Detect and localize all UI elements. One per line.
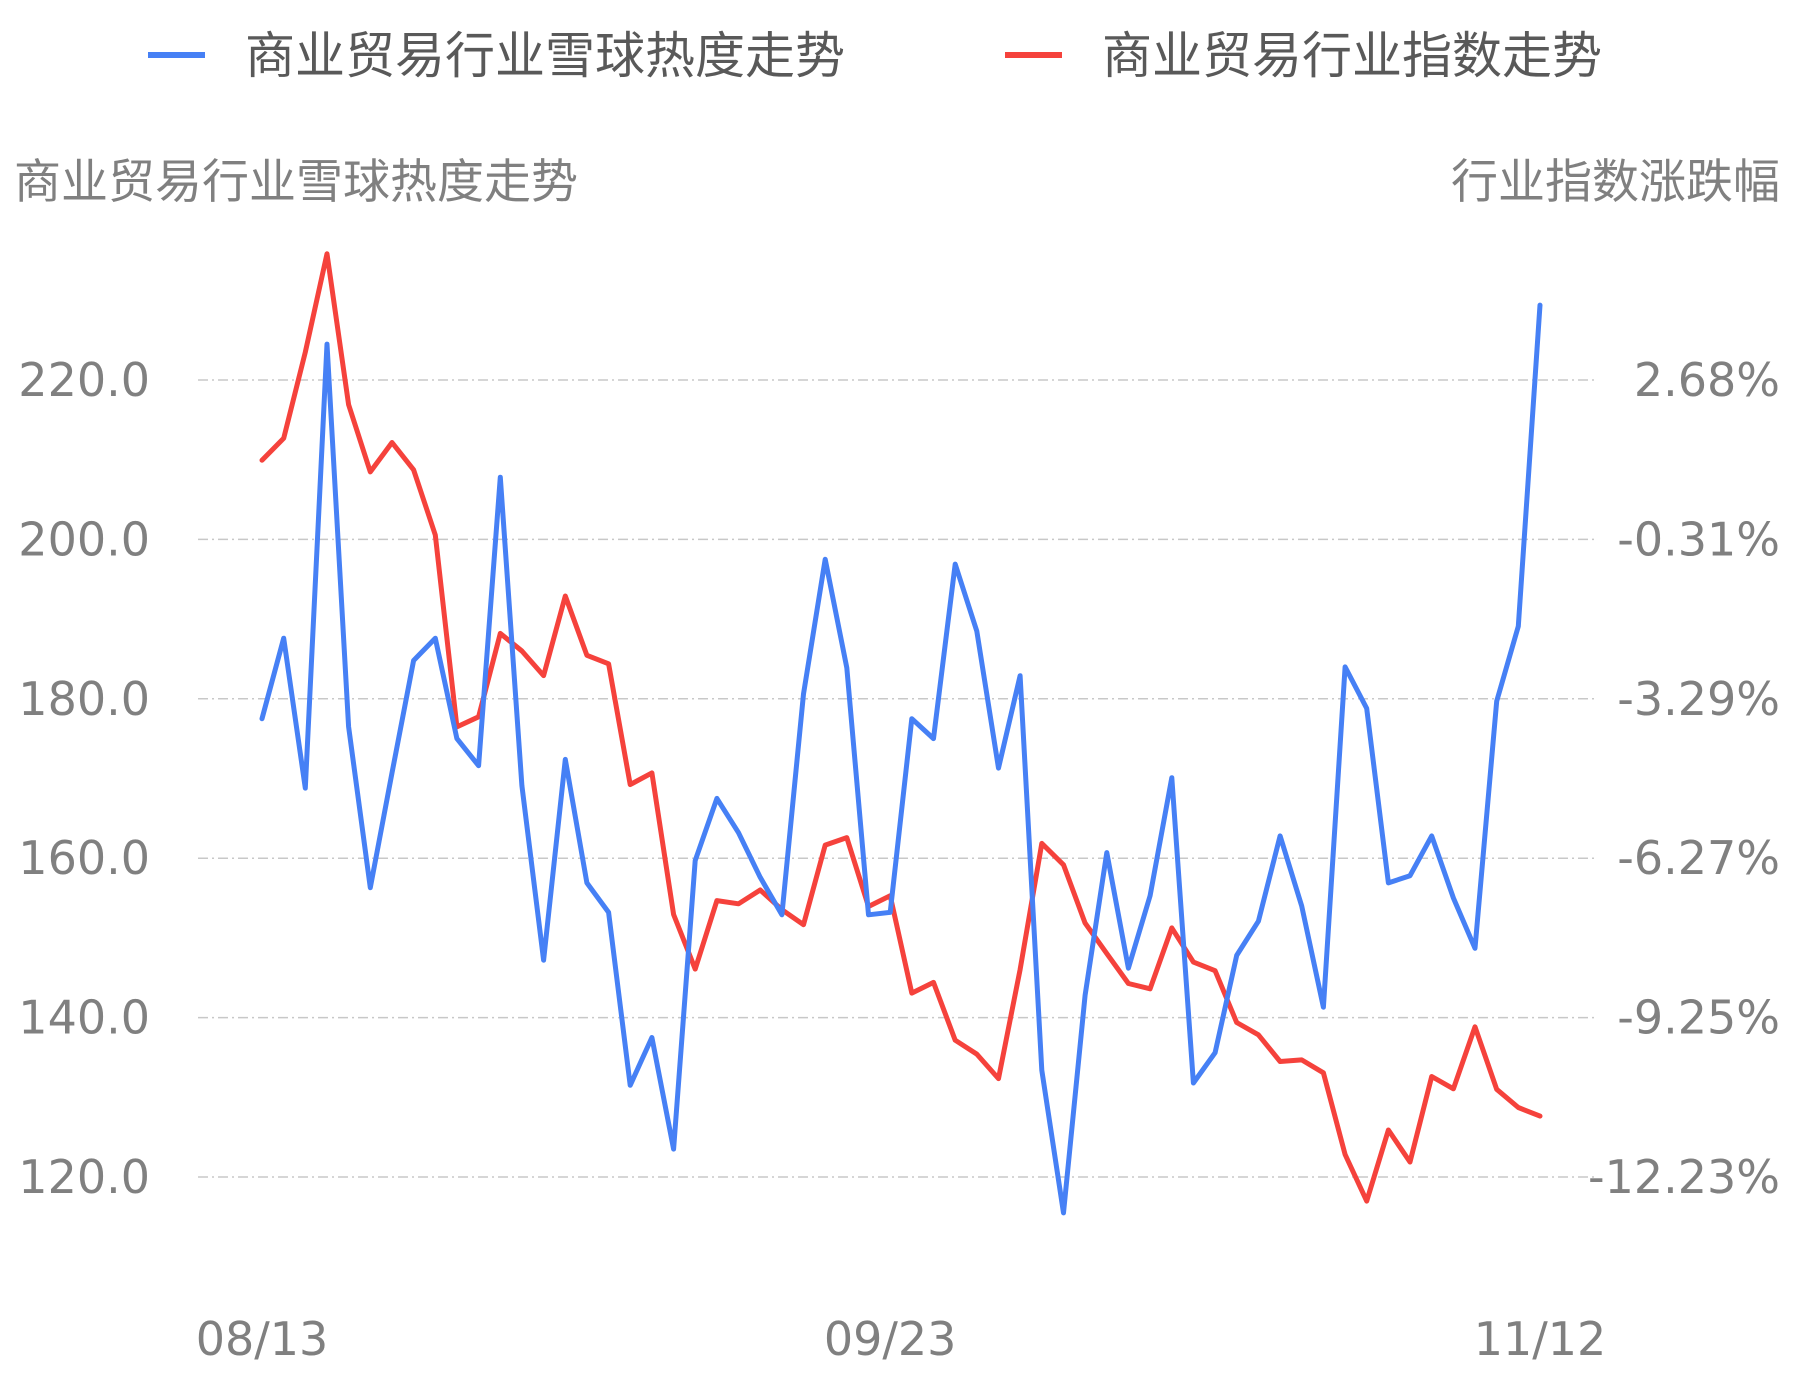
legend: 商业贸易行业雪球热度走势 商业贸易行业指数走势 [148, 27, 1602, 85]
y-right-tick-label: -12.23% [1588, 1150, 1780, 1204]
y-left-tick-labels: 220.0 200.0 180.0 160.0 140.0 120.0 [18, 353, 150, 1204]
y-left-tick-label: 180.0 [18, 672, 150, 726]
series-line-heat [259, 302, 1543, 1216]
y-right-tick-labels: 2.68% -0.31% -3.29% -6.27% -9.25% -12.23% [1588, 353, 1780, 1204]
legend-label-index: 商业贸易行业指数走势 [1102, 27, 1602, 85]
y-left-tick-label: 120.0 [18, 1150, 150, 1204]
series-line-index [259, 251, 1543, 1204]
series-lines [259, 251, 1543, 1216]
x-tick-label: 11/12 [1474, 1312, 1607, 1366]
x-tick-labels: 08/13 09/23 11/12 [196, 1312, 1607, 1366]
y-right-axis-title: 行业指数涨跌幅 [1451, 155, 1780, 210]
y-left-tick-label: 140.0 [18, 991, 150, 1045]
x-tick-label: 09/23 [824, 1312, 957, 1366]
legend-label-heat: 商业贸易行业雪球热度走势 [245, 27, 845, 85]
y-right-tick-label: -6.27% [1617, 831, 1780, 885]
y-right-tick-label: -9.25% [1617, 991, 1780, 1045]
gridlines [198, 379, 1598, 1178]
y-left-tick-label: 200.0 [18, 512, 150, 566]
y-right-tick-label: -0.31% [1617, 512, 1780, 566]
y-left-tick-label: 160.0 [18, 831, 150, 885]
y-right-tick-label: 2.68% [1634, 353, 1780, 407]
series-points [261, 253, 1541, 1213]
y-left-tick-label: 220.0 [18, 353, 150, 407]
y-left-axis-title: 商业贸易行业雪球热度走势 [14, 155, 578, 210]
y-right-tick-label: -3.29% [1617, 672, 1780, 726]
x-tick-label: 08/13 [196, 1312, 329, 1366]
